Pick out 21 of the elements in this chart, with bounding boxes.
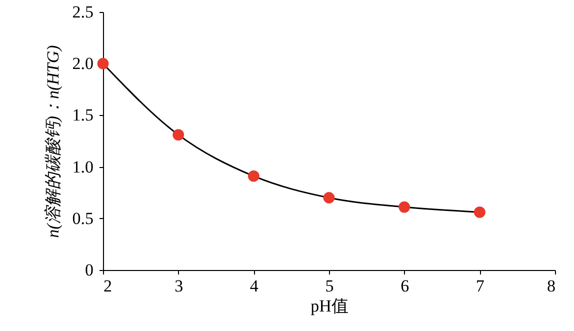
y-tick-label: 0 <box>85 260 94 280</box>
y-tick-label: 0.5 <box>72 208 94 228</box>
x-tick-label: 8 <box>547 276 556 296</box>
point <box>398 201 410 213</box>
y-tick-label: 1.5 <box>72 106 94 125</box>
point <box>323 192 335 204</box>
point <box>474 206 486 218</box>
point <box>248 170 260 182</box>
y-tick-label: 1.0 <box>72 157 94 176</box>
x-tick-label: 3 <box>174 276 184 296</box>
x-tick-label: 6 <box>400 276 410 296</box>
x-tick-label: 7 <box>476 276 485 296</box>
x-tick-label: 4 <box>250 276 259 296</box>
x-axis-title: pH值 <box>310 296 348 316</box>
point <box>97 58 109 70</box>
y-tick-label: 2.0 <box>72 54 94 74</box>
point <box>172 129 184 140</box>
y-tick-label: 2.5 <box>72 2 94 22</box>
x-tick-label: 5 <box>325 276 334 296</box>
x-tick-label: 2 <box>104 276 112 296</box>
y-axis-title: n(溶解的碳酸钙)：n(HTG) <box>43 44 62 238</box>
